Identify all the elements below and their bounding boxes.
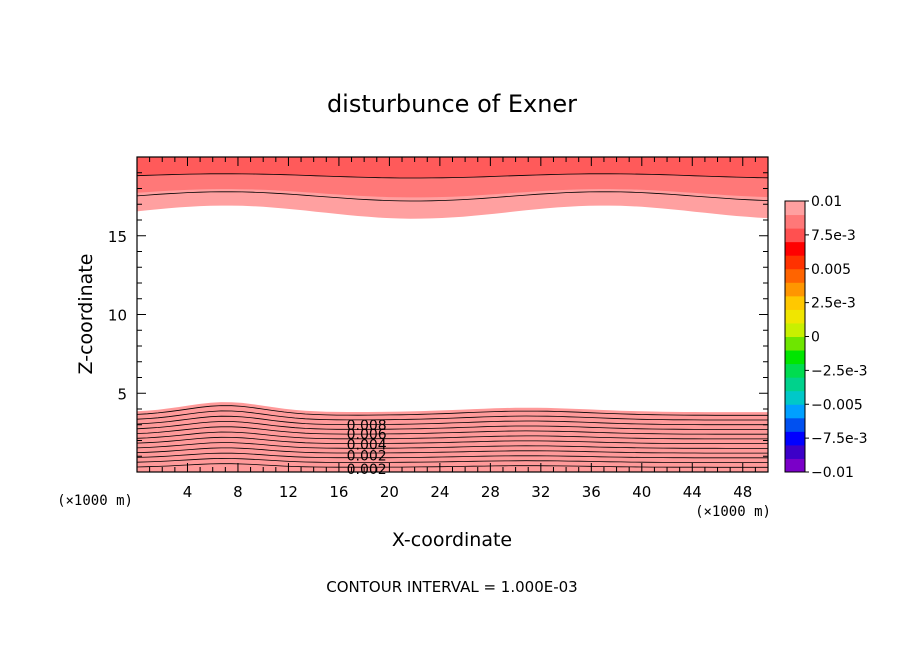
colorbar: 0.01 7.5e-3 0.005 2.5e-3 0 −2.5e-3 −0.005 −7.5e…	[784, 194, 868, 481]
lower-contour-line	[136, 447, 768, 454]
x-axis-label: X-coordinate	[392, 529, 512, 551]
x-unit-label-right: (×1000 m)	[695, 504, 771, 520]
colorbar-swatch	[785, 390, 805, 405]
colorbar-tick-label: 0.01	[811, 194, 842, 210]
colorbar-tick-label: 0.005	[811, 262, 851, 278]
y-axis-label: Z-coordinate	[75, 254, 97, 375]
colorbar-swatch	[785, 201, 805, 216]
contour-label: 0.004	[347, 437, 387, 453]
lower-contour-line	[136, 463, 768, 468]
colorbar-swatch	[785, 255, 805, 270]
x-tick-label: 28	[481, 483, 500, 501]
colorbar-swatch	[785, 377, 805, 392]
x-unit-label-left: (×1000 m)	[57, 493, 133, 509]
colorbar-swatch	[785, 309, 805, 324]
lower-contour-line	[136, 431, 768, 440]
lower-contour-band	[137, 402, 768, 472]
colorbar-tick-label: 2.5e-3	[811, 296, 856, 312]
contour-label: 0.002	[347, 448, 387, 464]
lower-contour-line	[136, 415, 768, 426]
lower-contour-line	[136, 436, 768, 445]
colorbar-swatch	[785, 431, 805, 446]
colorbar-swatch	[785, 295, 805, 310]
lower-contour-line	[136, 405, 768, 416]
x-tick-label: 12	[279, 483, 298, 501]
lower-contour-line	[136, 457, 768, 463]
colorbar-tick-label: 7.5e-3	[811, 228, 856, 244]
colorbar-tick-label: −0.01	[811, 465, 854, 481]
colorbar-swatch	[785, 268, 805, 283]
x-tick-label: 48	[733, 483, 752, 501]
colorbar-swatch	[785, 444, 805, 459]
colorbar-swatch	[785, 336, 805, 351]
x-tick-label: 20	[380, 483, 399, 501]
colorbar-tick-label: −2.5e-3	[811, 363, 868, 379]
x-tick-label: 24	[430, 483, 449, 501]
colorbar-swatch	[785, 417, 805, 432]
colorbar-swatch	[785, 363, 805, 378]
lower-contour-line	[136, 452, 768, 459]
contour-label: 0.008	[347, 418, 387, 434]
x-tick-label: 44	[683, 483, 702, 501]
colorbar-swatch	[785, 241, 805, 256]
lower-contour-line	[136, 410, 768, 421]
x-tick-label: 16	[329, 483, 348, 501]
colorbar-swatch	[785, 350, 805, 365]
colorbar-swatch	[785, 404, 805, 419]
upper-contour-band	[137, 157, 768, 178]
lower-contour-line	[136, 442, 768, 449]
colorbar-swatch	[785, 214, 805, 229]
chart-title: disturbunce of Exner	[327, 90, 577, 118]
colorbar-swatch	[785, 228, 805, 243]
x-tick-label: 8	[233, 483, 243, 501]
upper-contour-line	[136, 173, 769, 179]
colorbar-tick-label: −7.5e-3	[811, 431, 868, 447]
colorbar-swatch	[785, 458, 805, 473]
contour-label: 0.006	[347, 427, 387, 443]
y-tick-label: 5	[117, 385, 127, 403]
y-tick-label: 10	[108, 307, 127, 325]
lower-contour-line	[136, 426, 768, 435]
x-tick-label: 32	[531, 483, 550, 501]
colorbar-tick-label: −0.005	[811, 397, 863, 413]
x-tick-label: 36	[582, 483, 601, 501]
contour-label: 0.002	[347, 462, 387, 478]
upper-contour-line	[136, 191, 769, 202]
x-tick-label: 4	[183, 483, 193, 501]
colorbar-tick-label: 0	[811, 330, 820, 346]
colorbar-swatch	[785, 322, 805, 337]
lower-contour-line	[136, 421, 768, 430]
y-tick-label: 15	[108, 228, 127, 246]
contour-interval-footer: CONTOUR INTERVAL = 1.000E-03	[326, 578, 577, 596]
x-tick-label: 40	[632, 483, 651, 501]
colorbar-swatch	[785, 282, 805, 297]
